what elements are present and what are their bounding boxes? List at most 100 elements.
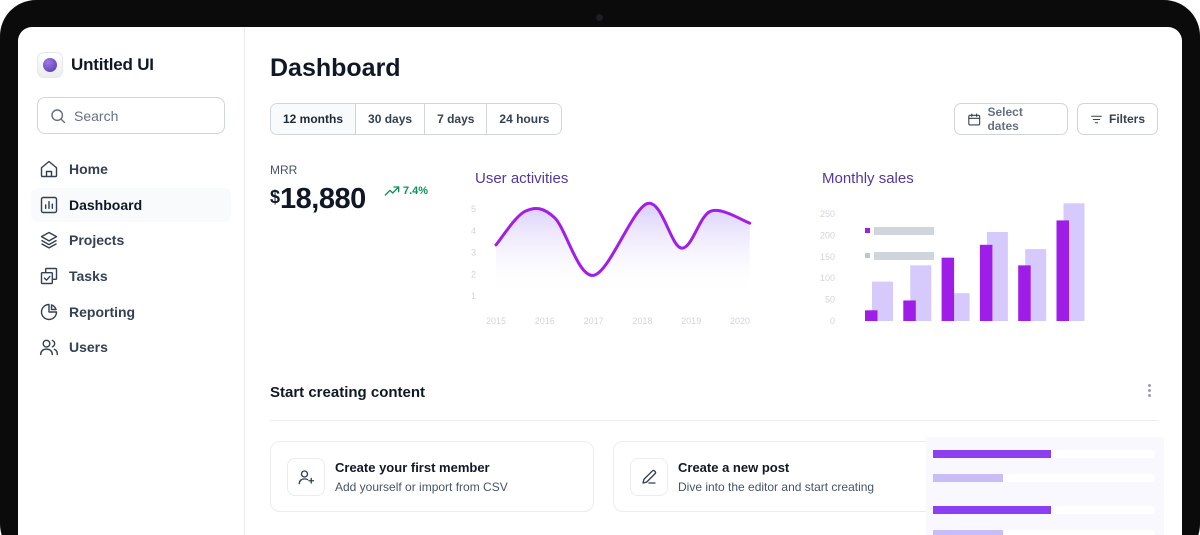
search-input[interactable] bbox=[74, 107, 214, 124]
y-tick-label: 150 bbox=[820, 252, 835, 262]
filters-button[interactable]: Filters bbox=[1077, 103, 1158, 135]
sidebar-item-home[interactable]: Home bbox=[31, 152, 231, 186]
pie-chart-icon bbox=[40, 303, 58, 320]
card-icon-box bbox=[287, 458, 325, 496]
legend-swatch bbox=[865, 228, 870, 233]
section-title: Start creating content bbox=[270, 384, 426, 401]
sidebar-item-users[interactable]: Users bbox=[31, 330, 231, 364]
x-tick-label: 2016 bbox=[535, 316, 555, 326]
y-tick-label: 100 bbox=[820, 273, 835, 283]
user-activities-title: User activities bbox=[475, 170, 569, 187]
app-screen: Untitled UI Home Dashboard Projects bbox=[18, 27, 1182, 535]
sales-bar-primary bbox=[1056, 220, 1069, 321]
monthly-sales-title: Monthly sales bbox=[822, 170, 914, 187]
sidebar-item-label: Home bbox=[69, 161, 108, 177]
camera-dot bbox=[596, 14, 603, 21]
y-tick-label: 50 bbox=[825, 295, 835, 305]
range-30-days[interactable]: 30 days bbox=[356, 104, 426, 134]
progress-illustration bbox=[926, 437, 1164, 535]
page-title: Dashboard bbox=[270, 54, 401, 82]
sidebar-item-label: Dashboard bbox=[69, 196, 143, 213]
sales-bar-primary bbox=[1018, 265, 1031, 321]
mrr-change-badge: 7.4% bbox=[384, 185, 428, 197]
mrr-change-value: 7.4% bbox=[403, 185, 429, 197]
trend-up-icon bbox=[384, 186, 400, 196]
users-icon bbox=[39, 340, 59, 356]
x-tick-label: 2018 bbox=[632, 316, 652, 326]
sidebar-item-projects[interactable]: Projects bbox=[31, 223, 231, 257]
section-divider bbox=[270, 420, 1158, 421]
x-tick-label: 2015 bbox=[486, 316, 506, 326]
legend-swatch bbox=[865, 253, 870, 258]
mrr-value: $ 18,880 bbox=[270, 183, 366, 216]
bar bbox=[933, 530, 1003, 535]
y-tick-label: 5 bbox=[471, 204, 476, 214]
user-activities-chart: 5 4 3 2 1 2015 2016 2017 2018 2019 2020 bbox=[471, 202, 752, 326]
y-tick-label: 2 bbox=[471, 269, 476, 279]
y-tick-label: 3 bbox=[471, 248, 476, 258]
legend-placeholder bbox=[874, 252, 934, 260]
calendar-icon bbox=[968, 113, 981, 125]
sidebar-item-label: Tasks bbox=[69, 268, 108, 285]
mrr-amount: 18,880 bbox=[280, 183, 366, 215]
select-dates-button[interactable]: Select dates bbox=[954, 103, 1068, 135]
bar bbox=[933, 450, 1051, 458]
card-icon-box bbox=[630, 458, 668, 496]
bar-chart-icon bbox=[40, 196, 58, 213]
more-options-icon[interactable] bbox=[1142, 381, 1156, 399]
sidebar-item-dashboard[interactable]: Dashboard bbox=[31, 187, 231, 222]
activity-line bbox=[494, 202, 752, 277]
monthly-sales-chart: 250 200 150 100 50 0 bbox=[820, 203, 1085, 326]
y-tick-label: 250 bbox=[820, 209, 835, 219]
layers-icon bbox=[40, 232, 58, 249]
create-post-card[interactable]: Create a new post Dive into the editor a… bbox=[613, 441, 943, 512]
user-plus-icon bbox=[298, 470, 315, 485]
sales-bar-primary bbox=[903, 300, 916, 321]
sales-bar-primary bbox=[941, 257, 955, 321]
sidebar: Untitled UI Home Dashboard Projects bbox=[18, 27, 245, 535]
sidebar-item-label: Projects bbox=[69, 232, 125, 249]
mrr-currency: $ bbox=[270, 187, 281, 207]
create-member-card[interactable]: Create your first member Add yourself or… bbox=[270, 441, 594, 512]
pen-icon bbox=[642, 469, 657, 484]
mrr-label: MRR bbox=[270, 163, 298, 177]
app-name: Untitled UI bbox=[71, 55, 154, 74]
sales-bar-primary bbox=[979, 244, 993, 321]
home-icon bbox=[40, 160, 58, 178]
tasks-icon bbox=[40, 267, 58, 285]
sidebar-item-label: Users bbox=[69, 339, 108, 356]
range-12-months[interactable]: 12 months bbox=[271, 104, 357, 134]
sidebar-item-reporting[interactable]: Reporting bbox=[31, 295, 231, 329]
x-tick-label: 2019 bbox=[681, 316, 701, 326]
time-range-selector: 12 months 30 days 7 days 24 hours bbox=[270, 103, 563, 135]
y-tick-label: 1 bbox=[471, 291, 476, 301]
card-description: Dive into the editor and start creating bbox=[678, 480, 875, 494]
sidebar-item-tasks[interactable]: Tasks bbox=[31, 259, 231, 293]
legend-placeholder bbox=[874, 227, 934, 235]
bar bbox=[933, 506, 1051, 514]
y-tick-label: 4 bbox=[471, 226, 476, 236]
progress-bars-graphic bbox=[933, 450, 1155, 535]
x-tick-label: 2017 bbox=[584, 316, 604, 326]
search-box[interactable] bbox=[37, 97, 225, 134]
brand[interactable]: Untitled UI bbox=[37, 52, 154, 78]
select-dates-label: Select dates bbox=[987, 105, 1023, 133]
sidebar-item-label: Reporting bbox=[69, 303, 136, 320]
y-tick-label: 200 bbox=[820, 230, 835, 240]
sales-bar-primary bbox=[865, 310, 878, 321]
range-24-hours[interactable]: 24 hours bbox=[487, 104, 562, 134]
search-icon bbox=[51, 108, 66, 123]
range-7-days[interactable]: 7 days bbox=[425, 104, 488, 134]
y-tick-label: 0 bbox=[830, 316, 835, 326]
bar bbox=[933, 474, 1003, 482]
filters-label: Filters bbox=[1108, 112, 1145, 126]
activity-area bbox=[496, 203, 750, 296]
main-content: Dashboard 12 months 30 days 7 days 24 ho… bbox=[270, 27, 1164, 535]
card-title: Create a new post bbox=[678, 460, 790, 475]
logo-icon bbox=[37, 52, 63, 78]
card-title: Create your first member bbox=[335, 460, 490, 475]
sidebar-nav: Home Dashboard Projects Tasks Reporting bbox=[31, 152, 231, 366]
card-description: Add yourself or import from CSV bbox=[335, 480, 508, 494]
filter-lines-icon bbox=[1091, 115, 1102, 123]
